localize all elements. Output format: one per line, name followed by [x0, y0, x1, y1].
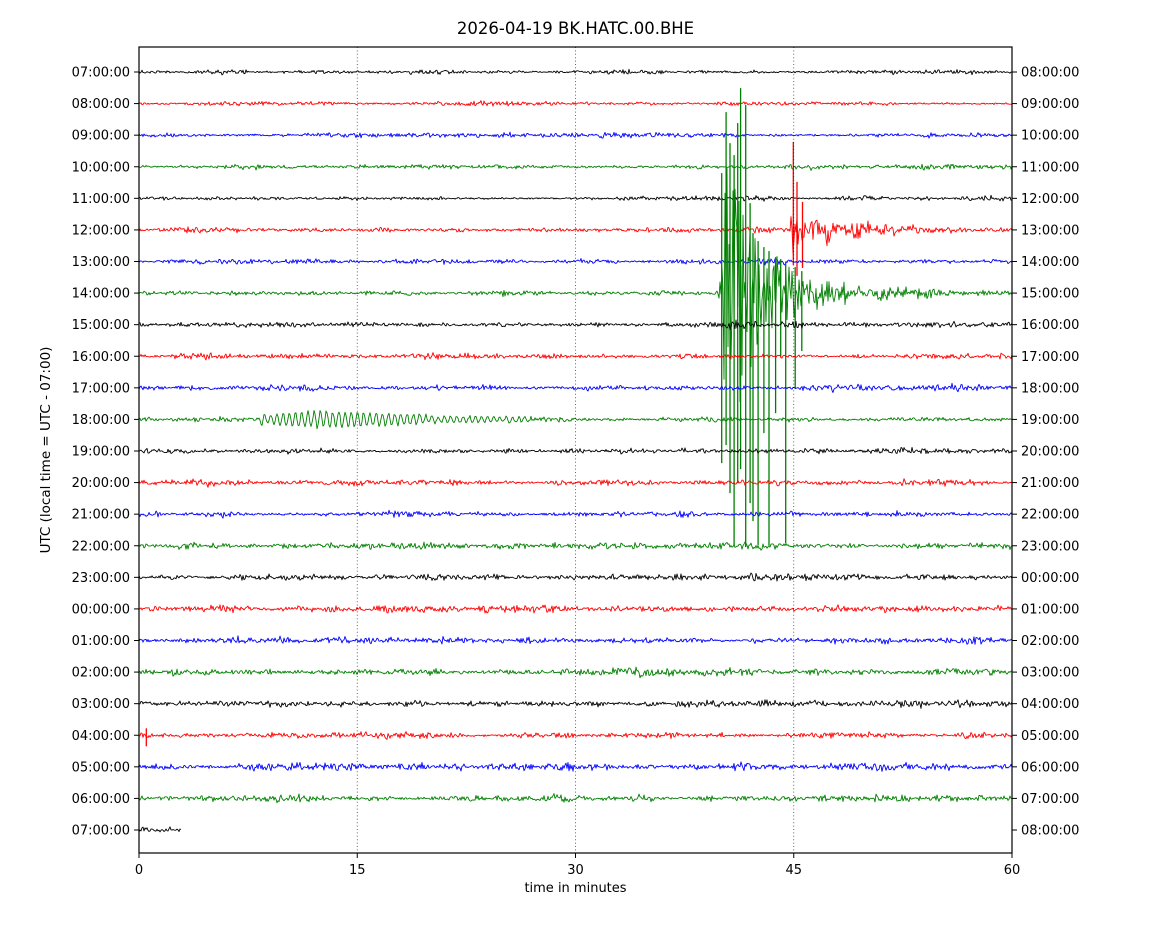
right-time-label-3: 11:00:00: [1021, 160, 1079, 175]
trace-row-10:00:00: [139, 163, 1013, 171]
x-tick-label-45: 45: [785, 863, 802, 878]
chart-title: 2026-04-19 BK.HATC.00.BHE: [456, 19, 695, 38]
right-time-label-18: 02:00:00: [1021, 634, 1079, 649]
trace-row-23:00:00: [138, 572, 1013, 582]
trace-row-11:00:00: [138, 194, 1013, 202]
plot-frame: [138, 46, 1013, 854]
left-time-label-2: 09:00:00: [72, 129, 130, 144]
trace-row-03:00:00: [138, 699, 1013, 709]
left-time-label-20: 03:00:00: [72, 697, 130, 712]
right-time-label-21: 05:00:00: [1021, 729, 1079, 744]
left-time-label-1: 08:00:00: [72, 97, 130, 112]
right-time-label-15: 23:00:00: [1021, 539, 1079, 554]
trace-row-18:00:00: [138, 410, 1013, 430]
left-time-label-8: 15:00:00: [72, 318, 130, 333]
left-time-label-12: 19:00:00: [72, 445, 130, 460]
right-time-label-24: 08:00:00: [1021, 824, 1079, 839]
left-time-label-17: 00:00:00: [72, 602, 130, 617]
trace-row-07:00:00: [138, 68, 1013, 76]
left-time-label-23: 06:00:00: [72, 792, 130, 807]
right-time-label-10: 18:00:00: [1021, 381, 1079, 396]
left-time-label-19: 02:00:00: [72, 666, 130, 681]
trace-row-22:00:00: [138, 541, 1013, 551]
trace-row-12:00:00: [138, 216, 1013, 255]
left-time-label-15: 22:00:00: [72, 539, 130, 554]
trace-row-02:00:00: [138, 666, 1013, 679]
left-time-label-13: 20:00:00: [72, 476, 130, 491]
trace-row-05:00:00: [138, 761, 1013, 772]
x-tick-label-30: 30: [567, 863, 584, 878]
right-time-label-0: 08:00:00: [1021, 66, 1079, 81]
left-time-label-0: 07:00:00: [72, 66, 130, 81]
right-time-label-11: 19:00:00: [1021, 413, 1079, 428]
left-time-label-9: 16:00:00: [72, 350, 130, 365]
left-time-label-24: 07:00:00: [72, 824, 130, 839]
x-tick-label-60: 60: [1004, 863, 1021, 878]
right-time-label-1: 09:00:00: [1021, 97, 1079, 112]
left-time-label-22: 05:00:00: [72, 760, 130, 775]
x-tick-label-0: 0: [135, 863, 143, 878]
trace-row-07:00:00: [138, 826, 182, 833]
left-time-label-7: 14:00:00: [72, 287, 130, 302]
right-time-label-12: 20:00:00: [1021, 445, 1079, 460]
left-time-label-14: 21:00:00: [72, 508, 130, 523]
right-time-label-2: 10:00:00: [1021, 129, 1079, 144]
trace-row-06:00:00: [138, 793, 1013, 804]
right-time-label-5: 13:00:00: [1021, 223, 1079, 238]
trace-row-17:00:00: [138, 382, 1013, 393]
right-time-label-13: 21:00:00: [1021, 476, 1079, 491]
right-time-label-6: 14:00:00: [1021, 255, 1079, 270]
right-time-label-23: 07:00:00: [1021, 792, 1079, 807]
trace-row-19:00:00: [138, 446, 1013, 455]
trace-row-15:00:00: [138, 319, 1013, 331]
trace-row-01:00:00: [138, 635, 1013, 645]
left-time-label-18: 01:00:00: [72, 634, 130, 649]
right-time-label-14: 22:00:00: [1021, 508, 1079, 523]
trace-row-04:00:00: [138, 731, 1013, 740]
trace-row-08:00:00: [138, 100, 1013, 107]
right-time-label-8: 16:00:00: [1021, 318, 1079, 333]
right-time-label-9: 17:00:00: [1021, 350, 1079, 365]
right-time-label-22: 06:00:00: [1021, 760, 1079, 775]
x-axis-label: time in minutes: [524, 881, 627, 896]
right-time-label-20: 04:00:00: [1021, 697, 1079, 712]
trace-row-14:00:00: [138, 167, 1013, 403]
left-time-label-3: 10:00:00: [72, 160, 130, 175]
trace-row-21:00:00: [138, 509, 1013, 519]
left-time-label-6: 13:00:00: [72, 255, 130, 270]
left-time-label-21: 04:00:00: [72, 729, 130, 744]
x-tick-label-15: 15: [349, 863, 366, 878]
right-time-label-16: 00:00:00: [1021, 571, 1079, 586]
left-time-label-5: 12:00:00: [72, 223, 130, 238]
left-time-label-4: 11:00:00: [72, 192, 130, 207]
left-time-label-16: 23:00:00: [72, 571, 130, 586]
right-time-label-19: 03:00:00: [1021, 666, 1079, 681]
right-time-label-4: 12:00:00: [1021, 192, 1079, 207]
left-time-label-10: 17:00:00: [72, 381, 130, 396]
trace-row-16:00:00: [138, 352, 1013, 361]
right-time-label-17: 01:00:00: [1021, 602, 1079, 617]
right-time-label-7: 15:00:00: [1021, 287, 1079, 302]
left-time-label-11: 18:00:00: [72, 413, 130, 428]
